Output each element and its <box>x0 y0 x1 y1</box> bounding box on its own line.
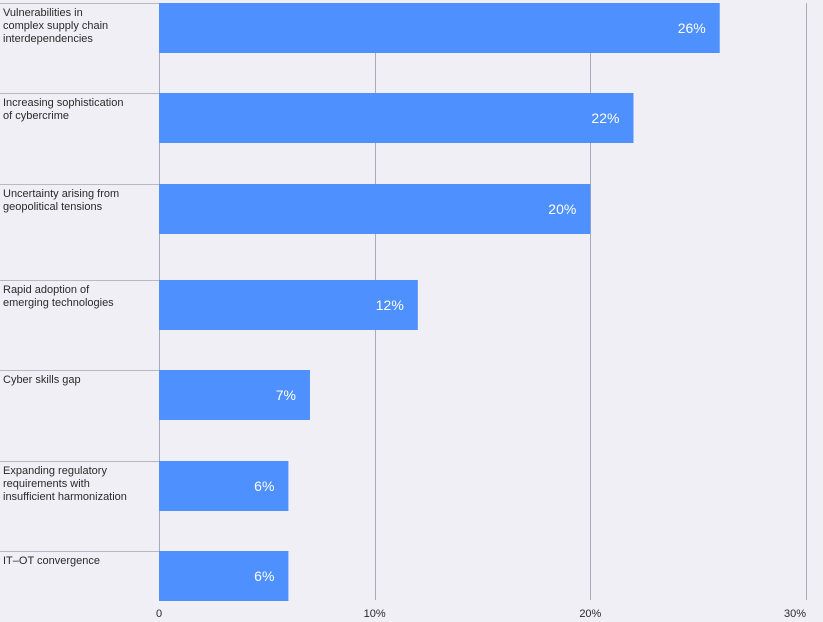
bar-5 <box>159 461 289 511</box>
value-label-6: 6% <box>254 568 274 584</box>
value-label-1: 22% <box>591 110 619 126</box>
category-label-line: Vulnerabilities in <box>3 7 83 19</box>
bars <box>159 3 720 601</box>
x-axis-ticks: 0 10% 20% 30% <box>156 608 806 620</box>
row-separators <box>0 3 159 552</box>
value-label-5: 6% <box>254 478 274 494</box>
category-label-line: requirements with <box>3 478 90 490</box>
category-label-line: IT–OT convergence <box>3 555 100 567</box>
category-label-1: Increasing sophistication of cybercrime <box>3 97 123 122</box>
category-label-line: insufficient harmonization <box>3 491 127 503</box>
bar-4 <box>159 370 310 420</box>
category-label-4: Cyber skills gap <box>3 374 81 386</box>
category-label-line: emerging technologies <box>3 297 114 309</box>
bar-0 <box>159 3 720 53</box>
category-label-line: Cyber skills gap <box>3 374 81 386</box>
category-label-line: Expanding regulatory <box>3 465 107 477</box>
category-label-line: geopolitical tensions <box>3 201 103 213</box>
x-tick-label-2: 20% <box>579 608 601 620</box>
value-labels: 26% 22% 20% 12% 7% 6% 6% <box>254 20 706 584</box>
bar-6 <box>159 551 289 601</box>
value-label-0: 26% <box>678 20 706 36</box>
value-label-4: 7% <box>276 387 296 403</box>
category-labels: Vulnerabilities in complex supply chain in… <box>3 7 127 567</box>
category-label-line: Increasing sophistication <box>3 97 123 109</box>
category-label-line: Uncertainty arising from <box>3 188 119 200</box>
x-tick-label-3: 30% <box>784 608 806 620</box>
value-label-2: 20% <box>548 201 576 217</box>
bar-1 <box>159 93 634 143</box>
category-label-3: Rapid adoption of emerging technologies <box>3 284 114 309</box>
category-label-line: Rapid adoption of <box>3 284 90 296</box>
bar-2 <box>159 184 591 234</box>
bar-3 <box>159 280 418 330</box>
category-label-6: IT–OT convergence <box>3 555 100 567</box>
value-label-3: 12% <box>376 297 404 313</box>
category-label-2: Uncertainty arising from geopolitical ten… <box>3 188 119 213</box>
category-label-line: interdependencies <box>3 33 93 45</box>
x-tick-label-1: 10% <box>364 608 386 620</box>
category-label-line: complex supply chain <box>3 20 108 32</box>
category-label-0: Vulnerabilities in complex supply chain in… <box>3 7 108 45</box>
x-tick-label-0: 0 <box>156 608 162 620</box>
category-label-line: of cybercrime <box>3 110 69 122</box>
category-label-5: Expanding regulatory requirements with ins… <box>3 465 127 503</box>
